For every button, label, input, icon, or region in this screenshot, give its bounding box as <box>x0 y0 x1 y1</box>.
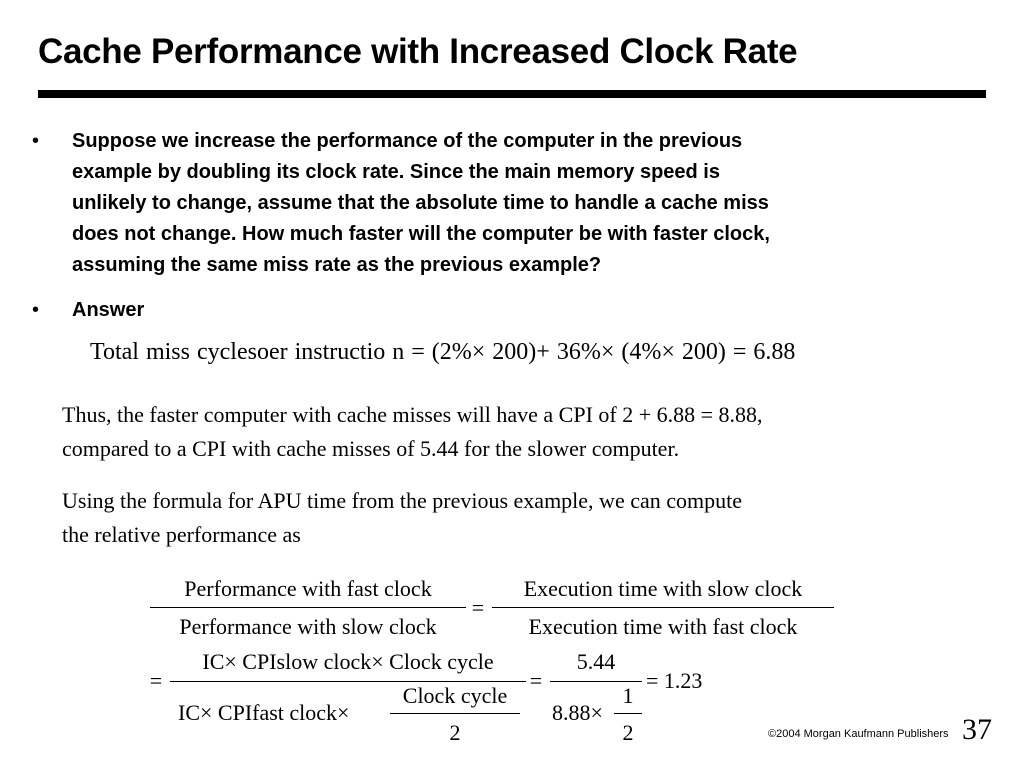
rhs-denominator: Execution time with fast clock <box>528 614 798 639</box>
equals-sign: = <box>529 668 543 693</box>
ratio-inner-numerator: 1 <box>622 683 634 708</box>
title-divider <box>38 90 986 98</box>
fraction-bar <box>492 607 834 608</box>
question-text: Suppose we increase the performance of t… <box>72 126 982 281</box>
paragraph-line: the relative performance as <box>62 522 301 547</box>
fraction-bar <box>170 681 526 682</box>
answer-line: Answer <box>72 299 145 321</box>
paragraph-line: Thus, the faster computer with cache mis… <box>62 402 763 427</box>
fraction-bar <box>614 713 642 714</box>
question-line: assuming the same miss rate as the previ… <box>72 254 602 276</box>
equals-sign: = <box>149 668 163 693</box>
answer-label: Answer <box>72 295 982 326</box>
paragraph-line: Using the formula for APU time from the … <box>62 488 742 513</box>
page-number: 37 <box>962 713 992 746</box>
question-line: example by doubling its clock rate. Sinc… <box>72 161 720 183</box>
formula-intro-paragraph: Using the formula for APU time from the … <box>62 484 742 552</box>
ratio-denominator: 8.88× <box>552 700 603 725</box>
copyright-notice: ©2004 Morgan Kaufmann Publishers <box>768 728 949 740</box>
cpu-time-denominator: IC× CPIfast clock× <box>178 700 350 725</box>
fraction-bar <box>550 681 642 682</box>
paragraph-line: compared to a CPI with cache misses of 5… <box>62 436 680 461</box>
equals-sign: = <box>471 595 485 620</box>
cpi-paragraph: Thus, the faster computer with cache mis… <box>62 398 763 466</box>
lhs-numerator: Performance with fast clock <box>184 576 432 601</box>
half-cycle-denominator: 2 <box>449 720 461 745</box>
miss-cycles-equation: Total miss cyclesoer instructio n = (2%×… <box>90 339 796 365</box>
half-cycle-numerator: Clock cycle <box>402 683 508 708</box>
bullet-marker: • <box>32 299 40 321</box>
cpu-time-numerator: IC× CPIslow clock× Clock cycle <box>202 649 494 674</box>
result-value: = 1.23 <box>646 668 703 693</box>
slide-title: Cache Performance with Increased Clock R… <box>38 32 798 71</box>
bullet-marker: • <box>32 130 40 152</box>
question-line: unlikely to change, assume that the abso… <box>72 192 769 214</box>
question-line: Suppose we increase the performance of t… <box>72 130 743 152</box>
ratio-inner-denominator: 2 <box>622 720 634 745</box>
fraction-bar <box>390 713 520 714</box>
lhs-denominator: Performance with slow clock <box>179 614 437 639</box>
ratio-numerator: 5.44 <box>576 649 616 674</box>
question-line: does not change. How much faster will th… <box>72 223 770 245</box>
rhs-numerator: Execution time with slow clock <box>523 576 803 601</box>
fraction-bar <box>150 607 466 608</box>
